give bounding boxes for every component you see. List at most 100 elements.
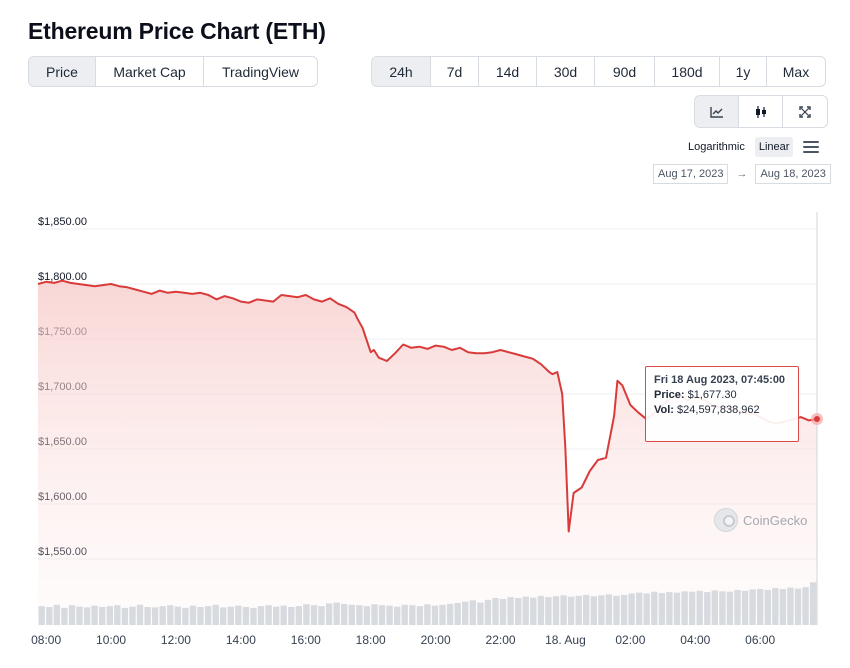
- range-1y-button[interactable]: 1y: [720, 57, 767, 86]
- volume-bar: [605, 594, 613, 625]
- volume-bar: [809, 582, 817, 626]
- range-7d-button[interactable]: 7d: [431, 57, 479, 86]
- volume-bar: [613, 595, 620, 626]
- volume-bar: [560, 595, 567, 625]
- volume-bar: [242, 607, 250, 625]
- volume-bar: [416, 606, 424, 625]
- volume-bar: [46, 607, 53, 625]
- price-chart[interactable]: $1,550.00$1,600.00$1,650.00$1,700.00$1,7…: [0, 195, 850, 668]
- y-tick-label: $1,800.00: [38, 271, 87, 283]
- volume-bar: [522, 596, 529, 625]
- volume-bar: [159, 606, 166, 625]
- candlestick-button[interactable]: [739, 96, 783, 127]
- x-tick-label: 08:00: [31, 633, 61, 647]
- volume-bar: [734, 589, 741, 625]
- y-tick-label: $1,850.00: [38, 216, 87, 228]
- tooltip-price-label: Price:: [654, 389, 685, 401]
- x-tick-label: 18. Aug: [545, 633, 586, 647]
- logarithmic-option[interactable]: Logarithmic: [688, 141, 745, 153]
- range-24h-button[interactable]: 24h: [372, 57, 431, 86]
- volume-bar: [484, 599, 492, 625]
- volume-bar: [726, 591, 734, 625]
- volume-bar: [371, 604, 378, 625]
- volume-bar: [741, 590, 749, 625]
- tab-market-cap[interactable]: Market Cap: [96, 57, 204, 86]
- volume-bar: [303, 604, 310, 625]
- arrow-right-icon: →: [736, 168, 748, 180]
- watermark-label: CoinGecko: [743, 512, 808, 528]
- range-tabs: 24h 7d 14d 30d 90d 180d 1y Max: [371, 56, 826, 87]
- volume-bar: [250, 607, 257, 625]
- x-tick-label: 12:00: [161, 633, 191, 647]
- x-tick-label: 10:00: [96, 633, 126, 647]
- tooltip-time: Fri 18 Aug 2023, 07:45:00: [654, 374, 786, 386]
- volume-bar: [575, 595, 582, 626]
- line-chart-icon: [709, 106, 723, 118]
- range-90d-button[interactable]: 90d: [595, 57, 655, 86]
- volume-bar: [530, 597, 537, 625]
- date-from-field[interactable]: Aug 17, 2023: [653, 164, 729, 184]
- volume-bar: [378, 605, 386, 625]
- tab-tradingview[interactable]: TradingView: [221, 63, 300, 80]
- volume-bar: [439, 604, 446, 626]
- volume-bar: [310, 605, 318, 625]
- volume-bar: [333, 602, 340, 625]
- volume-bar: [167, 605, 174, 625]
- expand-button[interactable]: [783, 96, 827, 127]
- line-chart-button[interactable]: [695, 96, 739, 127]
- volume-bar: [681, 591, 688, 626]
- volume-bar: [492, 598, 499, 625]
- x-tick-label: 16:00: [291, 633, 321, 647]
- volume-bar: [106, 606, 113, 625]
- volume-bar: [673, 592, 681, 625]
- volume-bar: [348, 604, 355, 626]
- volume-bar: [189, 605, 197, 625]
- volume-bar: [38, 606, 45, 625]
- menu-icon[interactable]: [803, 141, 820, 153]
- x-tick-label: 22:00: [486, 633, 516, 647]
- x-tick-label: 04:00: [680, 633, 710, 647]
- volume-bar: [99, 607, 106, 625]
- volume-bar: [280, 605, 287, 625]
- volume-bar: [363, 606, 371, 625]
- volume-bar: [598, 595, 605, 625]
- price-area: [38, 280, 817, 615]
- volume-bar: [288, 607, 295, 625]
- tooltip-vol-label: Vol:: [654, 404, 674, 416]
- volume-bar: [636, 592, 643, 625]
- volume-bar: [749, 589, 756, 625]
- volume-bar: [174, 606, 181, 625]
- volume-bar: [409, 605, 416, 625]
- range-180d-button[interactable]: 180d: [655, 57, 720, 86]
- volume-bar: [537, 595, 545, 626]
- volume-bar: [620, 594, 628, 626]
- volume-bar: [91, 605, 98, 625]
- view-tabs: Price Market Cap TradingView: [28, 56, 318, 87]
- volume-bar: [257, 606, 265, 625]
- volume-bar: [76, 606, 83, 625]
- volume-bar: [779, 589, 787, 625]
- volume-bar: [764, 589, 771, 625]
- tooltip-price-value: $1,677.30: [687, 389, 737, 401]
- volume-bar: [68, 605, 76, 625]
- volume-bar: [590, 596, 597, 625]
- volume-bar: [197, 607, 204, 625]
- volume-bar: [454, 602, 461, 625]
- volume-bar: [446, 603, 454, 625]
- coingecko-logo-icon: [714, 508, 738, 532]
- date-to-field[interactable]: Aug 18, 2023: [755, 164, 831, 184]
- volume-bar: [144, 607, 151, 625]
- volume-bar: [265, 605, 272, 625]
- coingecko-watermark: CoinGecko: [714, 508, 807, 532]
- range-14d-button[interactable]: 14d: [479, 57, 537, 86]
- volume-bar: [719, 591, 726, 626]
- price-tooltip: Fri 18 Aug 2023, 07:45:00 Price: $1,677.…: [645, 366, 799, 442]
- linear-option[interactable]: Linear: [754, 137, 794, 157]
- volume-bar: [696, 590, 703, 625]
- tab-price[interactable]: Price: [29, 57, 96, 86]
- range-30d-button[interactable]: 30d: [537, 57, 595, 86]
- volume-bar: [386, 605, 393, 625]
- volume-bar: [499, 598, 507, 625]
- volume-bar: [227, 606, 234, 625]
- range-max-button[interactable]: Max: [782, 63, 810, 80]
